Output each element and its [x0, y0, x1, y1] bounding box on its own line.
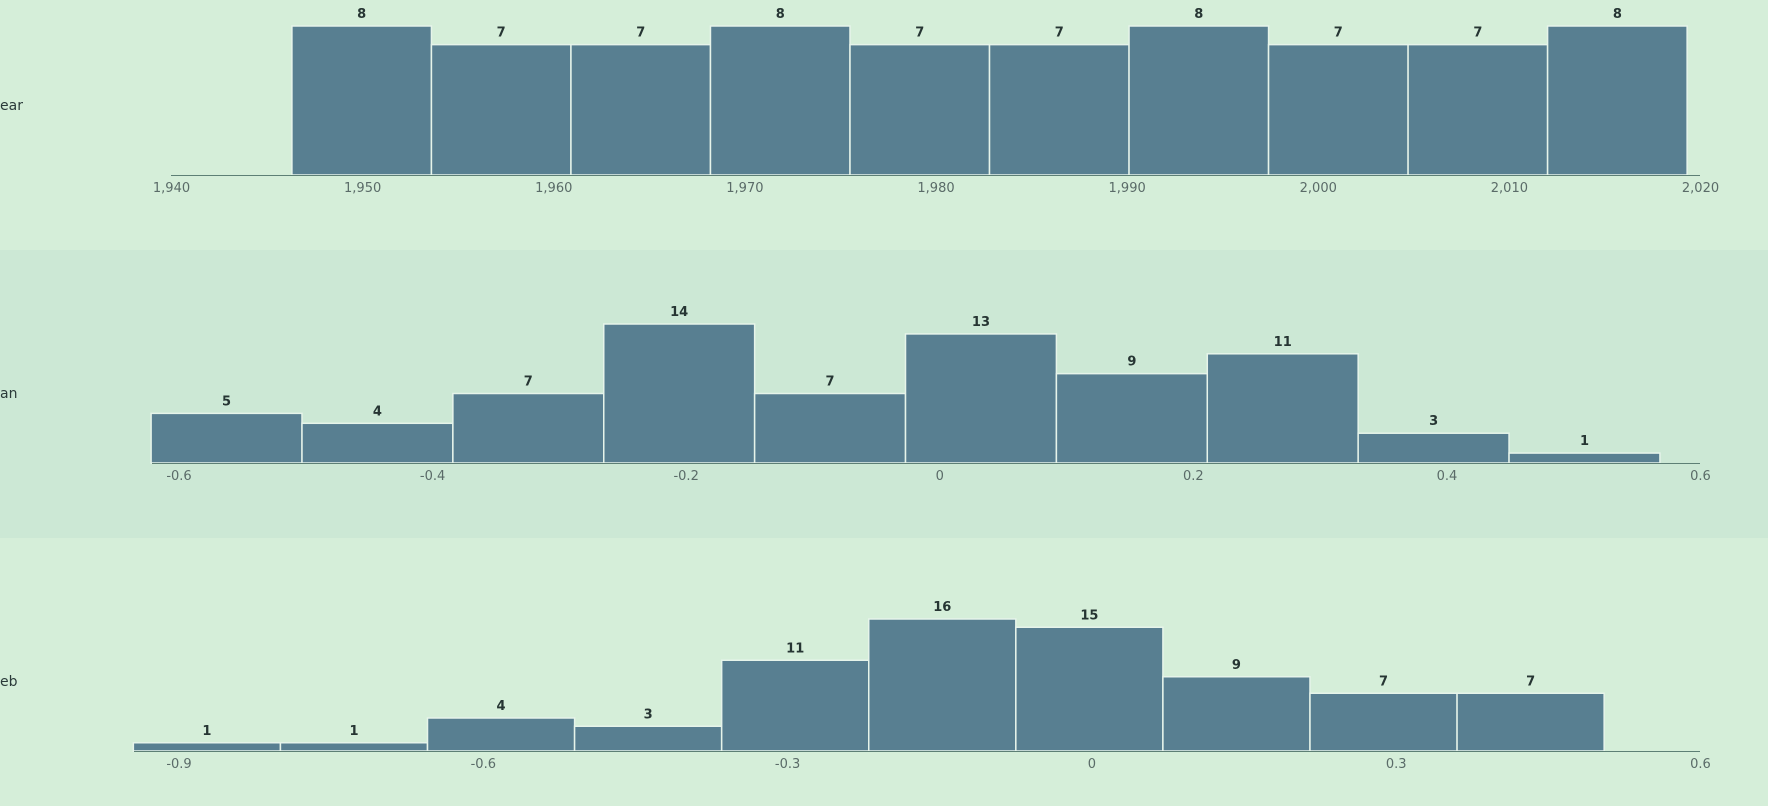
row-label-ear: ear	[0, 98, 23, 114]
x-tick-label: -0.2	[673, 469, 698, 484]
histogram-bar	[1357, 432, 1510, 464]
histogram-bar	[1015, 626, 1164, 752]
histogram-bar	[1309, 692, 1458, 752]
bar-value-label: 16	[933, 600, 951, 615]
x-tick-label: 1,940	[153, 181, 190, 196]
bar-value-label: 7	[1473, 26, 1482, 41]
bar-value-label: 7	[1379, 674, 1388, 689]
histogram-bar	[279, 742, 429, 752]
histogram-bar	[1407, 43, 1549, 176]
x-tick-label: 0.3	[1386, 757, 1407, 772]
x-tick-label: -0.4	[420, 469, 445, 484]
bar-value-label: 8	[357, 7, 366, 22]
histogram-bar	[426, 717, 576, 752]
histogram-ear: 8 7 7 8 7 7 8 7 7 8 1,940 1,950 1,960 1,970 1,980 1,990…	[153, 7, 1719, 196]
bar-value-label: 7	[826, 375, 835, 390]
bar-value-label: 5	[222, 394, 231, 409]
x-tick-label: -0.3	[775, 757, 800, 772]
histogram-bar	[988, 43, 1130, 176]
x-tick-label: 1,950	[344, 181, 381, 196]
histogram-bar	[1162, 676, 1311, 752]
x-tick-label: 2,010	[1491, 181, 1528, 196]
bar-value-label: 11	[1274, 335, 1292, 350]
bar-value-label: 7	[636, 26, 645, 41]
histogram-bar	[1508, 452, 1661, 464]
histogram-bar	[1546, 25, 1688, 176]
bar-value-label: 3	[644, 707, 653, 722]
histogram-bar	[570, 43, 712, 176]
histogram-bar	[1267, 43, 1409, 176]
histogram-bar	[753, 392, 907, 464]
bar-value-label: 8	[1613, 7, 1622, 22]
bar-value-label: 13	[972, 315, 990, 330]
x-tick-label: 1,980	[917, 181, 954, 196]
histogram-bar	[1128, 25, 1270, 176]
bar-value-label: 1	[202, 724, 211, 739]
x-tick-label: 2,000	[1300, 181, 1337, 196]
histogram-bar	[430, 43, 572, 176]
bar-value-label: 7	[1334, 26, 1343, 41]
bar-value-label: 1	[1580, 434, 1589, 449]
x-tick-label: 0	[936, 469, 944, 484]
histogram-bar	[720, 659, 870, 752]
bar-value-label: 9	[1232, 658, 1241, 673]
histogram-bar	[1206, 353, 1359, 464]
bar-value-label: 8	[1194, 7, 1203, 22]
bar-value-label: 1	[349, 724, 358, 739]
bar-value-label: 8	[776, 7, 785, 22]
x-tick-label: -0.6	[471, 757, 496, 772]
bar-value-label: 7	[915, 26, 924, 41]
x-tick-label: 1,970	[726, 181, 763, 196]
bar-value-label: 15	[1080, 608, 1098, 623]
bar-value-label: 3	[1429, 414, 1438, 429]
bar-value-label: 4	[497, 699, 506, 714]
x-tick-label: 0	[1088, 757, 1096, 772]
x-tick-label: 2,020	[1682, 181, 1719, 196]
bar-value-label: 11	[786, 641, 804, 656]
bar-value-label: 7	[1055, 26, 1064, 41]
bar-value-label: 14	[670, 305, 688, 320]
x-tick-label: 1,990	[1109, 181, 1146, 196]
histogram-bar	[150, 412, 303, 464]
x-tick-label: 0.4	[1437, 469, 1458, 484]
row-label-an: an	[0, 386, 18, 402]
x-tick-label: -0.9	[166, 757, 191, 772]
x-tick-label: 0.6	[1690, 757, 1711, 772]
histogram-bar	[452, 392, 605, 464]
x-tick-label: 1,960	[535, 181, 572, 196]
bar-value-label: 9	[1127, 355, 1136, 370]
histogram-bar	[291, 25, 433, 176]
histogram-bar	[1055, 372, 1209, 464]
x-tick-label: 0.2	[1183, 469, 1204, 484]
histogram-bar	[1456, 692, 1605, 752]
bar-value-label: 7	[497, 26, 506, 41]
histogram-bar	[904, 333, 1058, 464]
histogram-bar	[709, 25, 851, 176]
row-label-eb: eb	[0, 674, 18, 690]
histogram-bar	[867, 618, 1017, 752]
histogram-bar	[573, 725, 723, 752]
histogram-bar	[301, 422, 454, 464]
bar-value-label: 7	[1526, 674, 1535, 689]
histogram-bar	[132, 742, 282, 752]
x-tick-label: -0.6	[166, 469, 191, 484]
x-tick-label: 0.6	[1690, 469, 1711, 484]
bar-value-label: 4	[373, 404, 382, 419]
histogram-bar	[603, 323, 756, 464]
histogram-bar	[849, 43, 991, 176]
histogram-an: 5 4 7 14 7 13 9 11 3 1 -0.6 -0.4 -0.2 0 0.2 0.4 0.6	[150, 305, 1711, 484]
bar-value-label: 7	[524, 375, 533, 390]
